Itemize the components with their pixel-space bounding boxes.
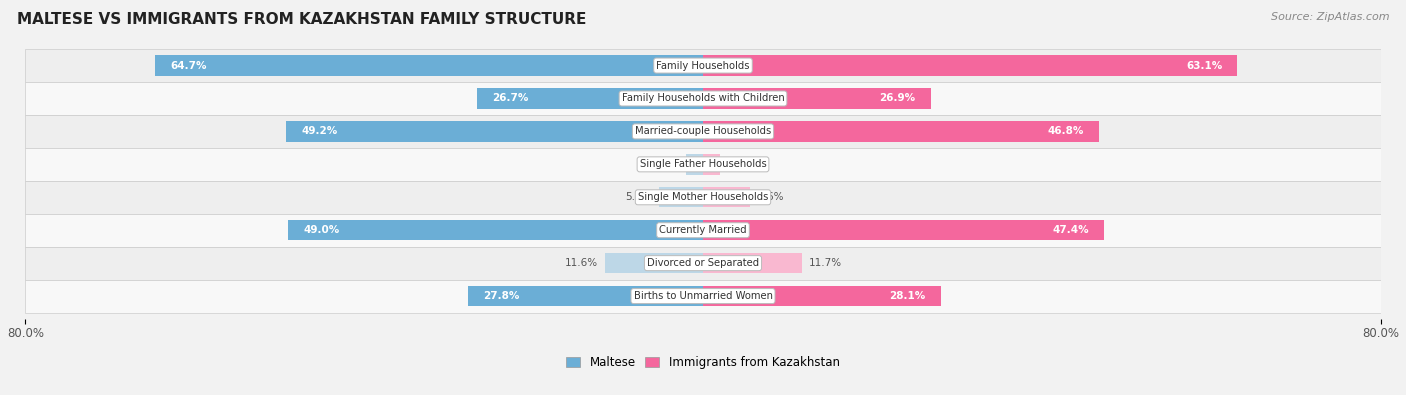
Bar	[25, 115, 1381, 148]
Text: MALTESE VS IMMIGRANTS FROM KAZAKHSTAN FAMILY STRUCTURE: MALTESE VS IMMIGRANTS FROM KAZAKHSTAN FA…	[17, 12, 586, 27]
Bar	[659, 187, 703, 207]
Text: 11.7%: 11.7%	[808, 258, 842, 268]
Bar	[703, 187, 751, 207]
Bar	[155, 55, 703, 76]
Bar	[25, 247, 1381, 280]
Text: Family Households with Children: Family Households with Children	[621, 94, 785, 103]
Text: 46.8%: 46.8%	[1047, 126, 1084, 136]
Bar	[25, 181, 1381, 214]
Text: 5.2%: 5.2%	[626, 192, 652, 202]
Text: 2.0%: 2.0%	[727, 159, 754, 169]
Bar	[288, 220, 703, 241]
Text: Married-couple Households: Married-couple Households	[636, 126, 770, 136]
Text: Family Households: Family Households	[657, 60, 749, 71]
Bar	[703, 55, 1237, 76]
Bar	[703, 220, 1105, 241]
Bar	[287, 121, 703, 142]
Text: 49.0%: 49.0%	[304, 225, 339, 235]
Bar	[703, 88, 931, 109]
Bar	[605, 253, 703, 273]
Bar	[703, 253, 801, 273]
Text: Divorced or Separated: Divorced or Separated	[647, 258, 759, 268]
Legend: Maltese, Immigrants from Kazakhstan: Maltese, Immigrants from Kazakhstan	[561, 352, 845, 374]
Bar	[703, 154, 720, 175]
Text: 49.2%: 49.2%	[301, 126, 337, 136]
Text: Currently Married: Currently Married	[659, 225, 747, 235]
Text: 26.9%: 26.9%	[880, 94, 915, 103]
Bar	[703, 121, 1099, 142]
Bar	[25, 214, 1381, 247]
Text: Single Father Households: Single Father Households	[640, 159, 766, 169]
Text: 63.1%: 63.1%	[1185, 60, 1222, 71]
Text: 28.1%: 28.1%	[890, 291, 925, 301]
Text: 26.7%: 26.7%	[492, 94, 529, 103]
Bar	[468, 286, 703, 306]
Text: Births to Unmarried Women: Births to Unmarried Women	[634, 291, 772, 301]
Text: 64.7%: 64.7%	[170, 60, 207, 71]
Bar	[25, 280, 1381, 312]
Bar	[477, 88, 703, 109]
Text: Single Mother Households: Single Mother Households	[638, 192, 768, 202]
Bar	[25, 148, 1381, 181]
Text: 11.6%: 11.6%	[565, 258, 598, 268]
Text: Source: ZipAtlas.com: Source: ZipAtlas.com	[1271, 12, 1389, 22]
Bar	[686, 154, 703, 175]
Text: 27.8%: 27.8%	[482, 291, 519, 301]
Bar	[703, 286, 941, 306]
Text: 5.6%: 5.6%	[758, 192, 783, 202]
Text: 47.4%: 47.4%	[1053, 225, 1090, 235]
Text: 2.0%: 2.0%	[652, 159, 679, 169]
Bar	[25, 82, 1381, 115]
Bar	[25, 49, 1381, 82]
